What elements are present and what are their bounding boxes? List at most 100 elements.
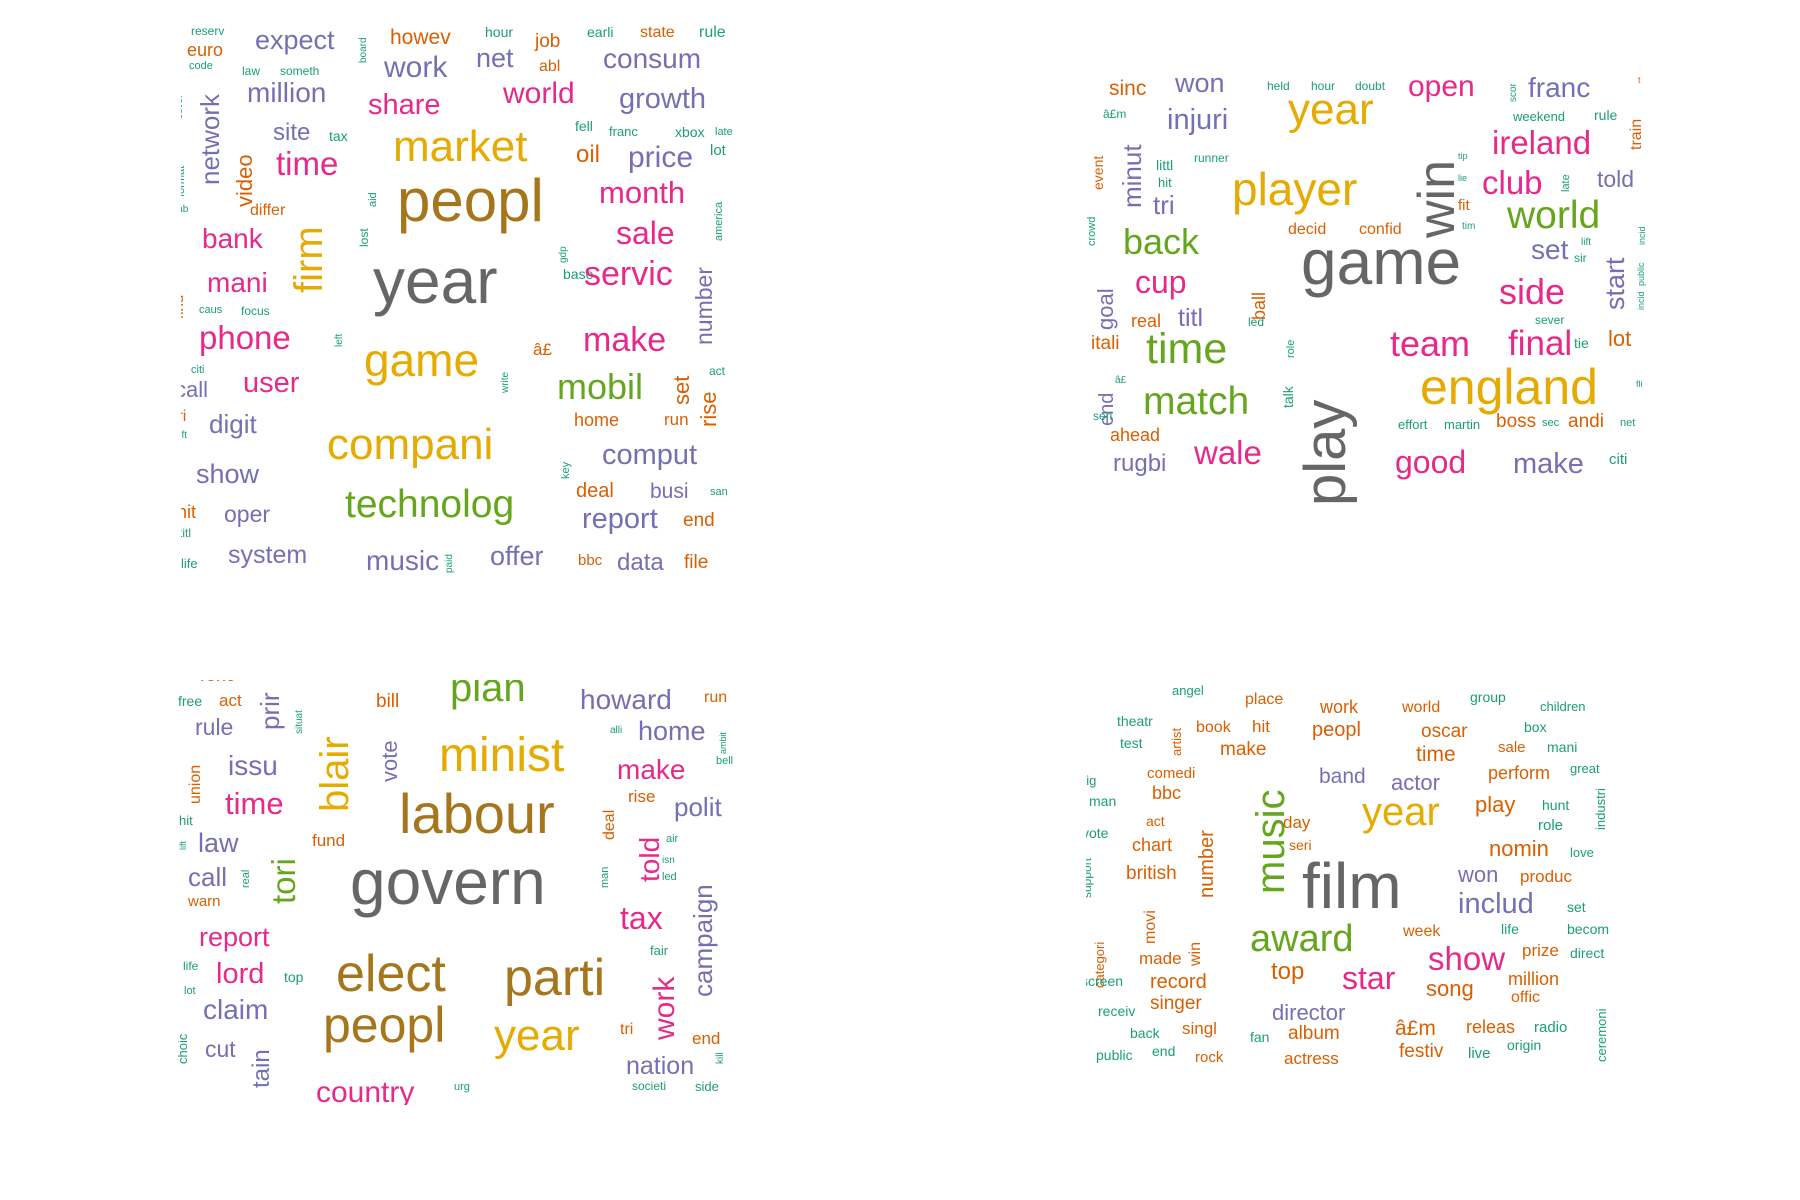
cloud-word: busi <box>650 480 689 503</box>
cloud-word: citi <box>1609 451 1628 468</box>
cloud-word: made <box>1139 949 1182 968</box>
cloud-word: fit <box>1458 197 1470 214</box>
cloud-word: peopl <box>323 997 446 1053</box>
cloud-word: crowd <box>1086 216 1098 246</box>
cloud-word: hit <box>181 502 197 522</box>
cloud-word: elect <box>336 945 446 1003</box>
cloud-word: side <box>1499 271 1566 312</box>
cloud-word: year <box>1288 85 1374 134</box>
cloud-word: hour <box>485 24 514 40</box>
cloud-word: sinc <box>1109 77 1147 100</box>
cloud-word: tip <box>1458 151 1468 161</box>
cloud-word: man <box>599 866 611 888</box>
cloud-word: time <box>225 786 284 821</box>
cloud-word: player <box>1232 163 1358 215</box>
cloud-word: prize <box>1522 941 1559 960</box>
cloud-word: month <box>599 175 686 210</box>
cloud-word: lift <box>178 841 188 850</box>
cloud-word: becom <box>1567 921 1610 937</box>
cloud-word: rise <box>696 391 721 427</box>
cloud-word: rule <box>1594 107 1618 123</box>
cloud-word: decid <box>1288 221 1327 238</box>
word-cloud-business: reserv euro code expect board howev hour earli s… <box>181 17 732 580</box>
cloud-word: chart <box>1132 835 1173 855</box>
cloud-word: san <box>710 486 728 498</box>
cloud-word: tie <box>1574 335 1589 351</box>
cloud-word: comedi <box>1147 765 1196 782</box>
cloud-word: live <box>1468 1045 1491 1062</box>
cloud-word: final <box>1508 324 1573 363</box>
cloud-word: oil <box>576 141 601 168</box>
cloud-word: claim <box>203 994 269 1025</box>
cloud-word: life <box>181 556 198 571</box>
cloud-word: seri <box>1093 409 1113 423</box>
cloud-word: produc <box>1520 867 1572 886</box>
cloud-word: world <box>1507 194 1601 237</box>
cloud-word: work <box>648 976 681 1040</box>
cloud-word: peopl <box>397 167 544 234</box>
cloud-word: digit <box>209 409 257 439</box>
cloud-word: award <box>1250 918 1354 960</box>
cloud-word: theatr <box>1117 713 1153 729</box>
cloud-word: country <box>316 1076 415 1106</box>
cloud-word: â£m <box>1395 1017 1436 1040</box>
cloud-word: law <box>198 828 239 858</box>
cloud-word: hit <box>179 813 193 828</box>
cloud-word: bell <box>716 755 734 767</box>
cloud-word: someth <box>280 64 320 78</box>
cloud-word: lab <box>181 204 189 215</box>
cloud-word: technolog <box>345 483 515 526</box>
cloud-word: lot <box>710 142 726 159</box>
cloud-word: reserv <box>191 24 225 38</box>
cloud-word: differ <box>250 202 286 219</box>
cloud-word: system <box>228 541 308 569</box>
cloud-word: â£ <box>1115 375 1127 386</box>
cloud-word: led <box>1248 315 1265 329</box>
cloud-word: tri <box>1153 190 1175 220</box>
cloud-word: plan <box>450 680 526 710</box>
cloud-word: net <box>1620 417 1636 429</box>
cloud-word: sale <box>616 215 675 251</box>
cloud-word: music <box>366 545 440 576</box>
cloud-word: minist <box>439 729 565 782</box>
cloud-word: data <box>617 549 664 576</box>
cloud-word: code <box>189 60 213 72</box>
cloud-word: origin <box>1507 1037 1542 1053</box>
cloud-word: tim <box>1462 221 1476 232</box>
cloud-word: write <box>500 371 511 393</box>
cloud-word: side <box>695 1079 719 1094</box>
cloud-word: late <box>1560 174 1572 192</box>
cloud-word: tri <box>620 1021 634 1038</box>
cloud-word: lost <box>357 228 371 247</box>
cloud-word: net <box>476 43 514 73</box>
cloud-word: situat <box>294 710 305 734</box>
cloud-word: board <box>358 37 369 63</box>
cloud-word: user <box>243 367 300 399</box>
cloud-word: bbc <box>578 552 603 569</box>
cloud-word: make <box>583 321 667 359</box>
cloud-word: end <box>683 510 715 531</box>
cloud-word: scor <box>1508 83 1519 102</box>
cloud-word: report <box>582 503 658 535</box>
cloud-word: won <box>1458 862 1499 887</box>
cloud-word: industri <box>1593 788 1608 830</box>
cloud-word: ireland <box>1492 124 1592 161</box>
cloud-word: job <box>535 31 561 52</box>
cloud-word: oper <box>224 501 271 527</box>
cloud-word: fund <box>312 831 346 850</box>
cloud-word: lie <box>1458 173 1468 183</box>
cloud-word: hunt <box>1542 797 1570 813</box>
cloud-word: offic <box>1511 989 1541 1006</box>
cloud-word: england <box>1420 359 1598 415</box>
word-cloud-sport: sinc won held hour doubt open scor franc t â£m inj… <box>1085 70 1650 505</box>
cloud-word: band <box>1319 765 1366 788</box>
cloud-word: mani <box>207 267 268 298</box>
cloud-word: number <box>1196 830 1218 898</box>
cloud-word: cut <box>205 1036 236 1062</box>
cloud-word: ronc <box>200 680 235 684</box>
cloud-word: caus <box>199 304 223 316</box>
cloud-word: blair <box>313 736 357 812</box>
cloud-word: minut <box>1117 144 1147 208</box>
cloud-word: public <box>1636 262 1646 286</box>
